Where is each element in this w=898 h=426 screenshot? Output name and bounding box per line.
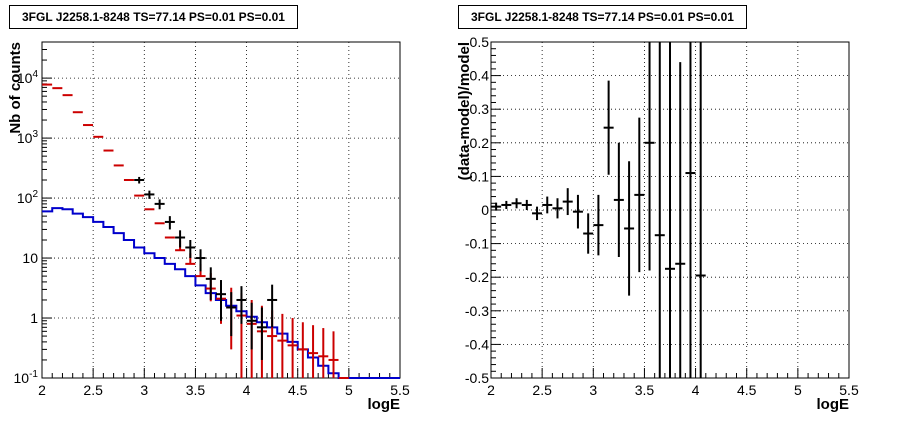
- plot-frame: [41, 41, 401, 379]
- x-tick-label: 4: [692, 382, 700, 398]
- residual-series: [491, 42, 706, 378]
- y-tick-label: 0.5: [470, 34, 490, 50]
- residuals-plot-title: 3FGL J2258.1-8248 TS=77.14 PS=0.01 PS=0.…: [458, 5, 747, 29]
- grid: [491, 42, 849, 378]
- y-tick-label: -0.2: [465, 269, 489, 285]
- y-tick-label: 0.1: [470, 168, 490, 184]
- model-histogram-line: [42, 207, 400, 379]
- x-tick-label: 2: [38, 382, 46, 398]
- y-tick-label: -0.3: [465, 303, 489, 319]
- grid: [42, 42, 400, 378]
- x-axis-label: logE: [817, 396, 850, 413]
- model-series: [42, 83, 349, 379]
- counts-panel: 2 2.5 3 3.5 4 4.5 5 5.5 logE Nb of counts 10-1 1 10 1…: [0, 0, 449, 421]
- y-tick-label: 0: [481, 202, 489, 218]
- x-tick-label: 3.5: [186, 382, 206, 398]
- x-tick-label: 3: [140, 382, 148, 398]
- x-tick-label: 2: [487, 382, 495, 398]
- x-tick-label: 2.5: [83, 382, 103, 398]
- x-tick-label: 5.5: [839, 382, 859, 398]
- x-tick-label: 3: [589, 382, 597, 398]
- data-series: [134, 176, 278, 360]
- y-tick-label: 104: [17, 69, 39, 86]
- y-tick-label: 10-1: [14, 369, 39, 386]
- x-tick-label: 5: [345, 382, 353, 398]
- x-tick-label: 2.5: [532, 382, 552, 398]
- x-axis-label: logE: [368, 396, 401, 413]
- x-tick-label: 4.5: [737, 382, 757, 398]
- y-tick-label: 10: [22, 250, 38, 266]
- y-tick-label: 0.4: [470, 68, 490, 84]
- x-tick-label: 4.5: [288, 382, 308, 398]
- y-tick-label: 0.3: [470, 101, 490, 117]
- y-tick-label: 102: [17, 189, 39, 206]
- y-tick-label: 103: [17, 129, 39, 146]
- counts-plot-title: 3FGL J2258.1-8248 TS=77.14 PS=0.01 PS=0.…: [9, 5, 298, 29]
- x-tick-label: 5.5: [390, 382, 410, 398]
- y-tick-label: -0.5: [465, 370, 489, 386]
- x-tick-label: 3.5: [635, 382, 655, 398]
- residuals-panel: 2 2.5 3 3.5 4 4.5 5 5.5 logE (data-model)/model -0…: [449, 0, 898, 421]
- y-tick-label: -0.4: [465, 336, 489, 352]
- y-tick-label: 0.2: [470, 135, 490, 151]
- y-tick-label: 1: [30, 310, 38, 326]
- y-axis-label: (data-model)/model: [456, 42, 473, 180]
- x-tick-label: 5: [794, 382, 802, 398]
- x-tick-label: 4: [243, 382, 251, 398]
- y-tick-label: -0.1: [465, 236, 489, 252]
- y-axis-label: Nb of counts: [7, 42, 24, 134]
